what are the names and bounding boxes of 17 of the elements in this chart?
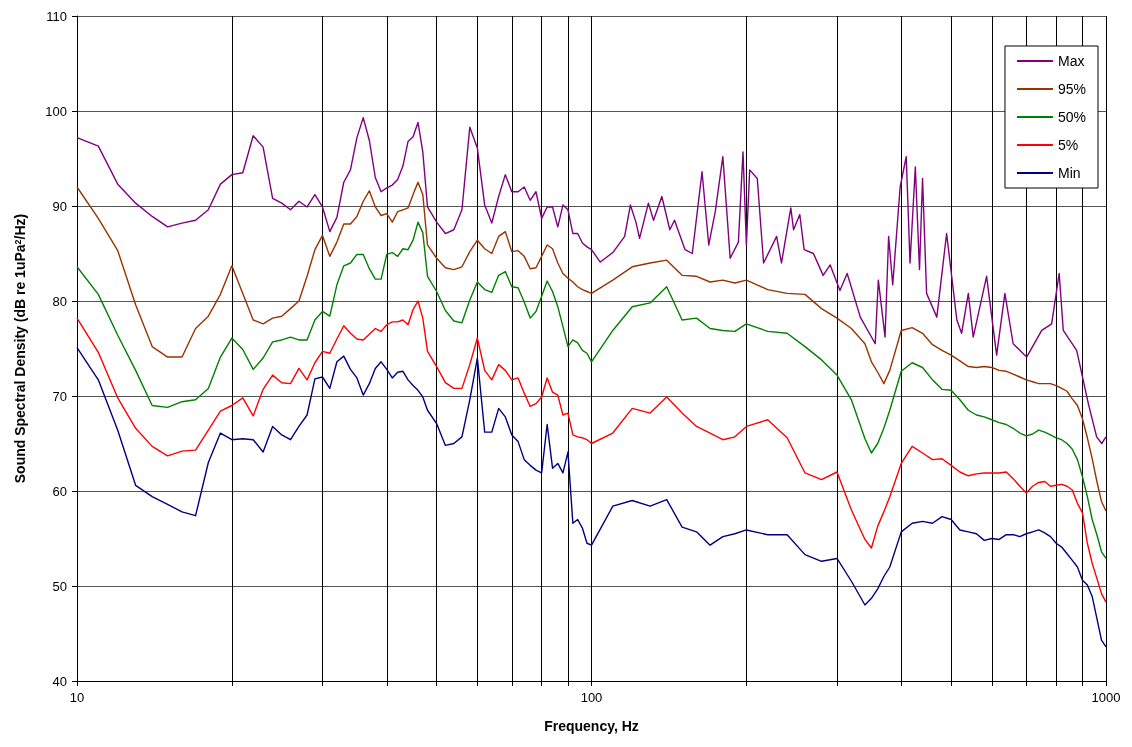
legend-label: Min bbox=[1057, 165, 1081, 181]
y-tick-label: 60 bbox=[52, 483, 67, 499]
y-tick-label: 40 bbox=[52, 673, 67, 689]
y-tick-label: 70 bbox=[52, 388, 67, 404]
x-tick-label: 100 bbox=[580, 690, 603, 705]
x-tick-label: 1000 bbox=[1091, 690, 1121, 705]
x-tick-label: 10 bbox=[69, 690, 85, 705]
x-axis-title: Frequency, Hz bbox=[544, 718, 639, 734]
legend-label: 50% bbox=[1057, 109, 1087, 125]
y-tick-label: 90 bbox=[52, 198, 67, 214]
legend-label: 95% bbox=[1057, 81, 1087, 97]
y-tick-label: 50 bbox=[52, 578, 67, 594]
y-tick-label: 110 bbox=[46, 8, 67, 24]
y-tick-label: 80 bbox=[52, 293, 67, 309]
y-tick-label: 100 bbox=[45, 103, 67, 119]
legend-label: 5% bbox=[1057, 137, 1079, 153]
legend-label: Max bbox=[1057, 53, 1085, 69]
